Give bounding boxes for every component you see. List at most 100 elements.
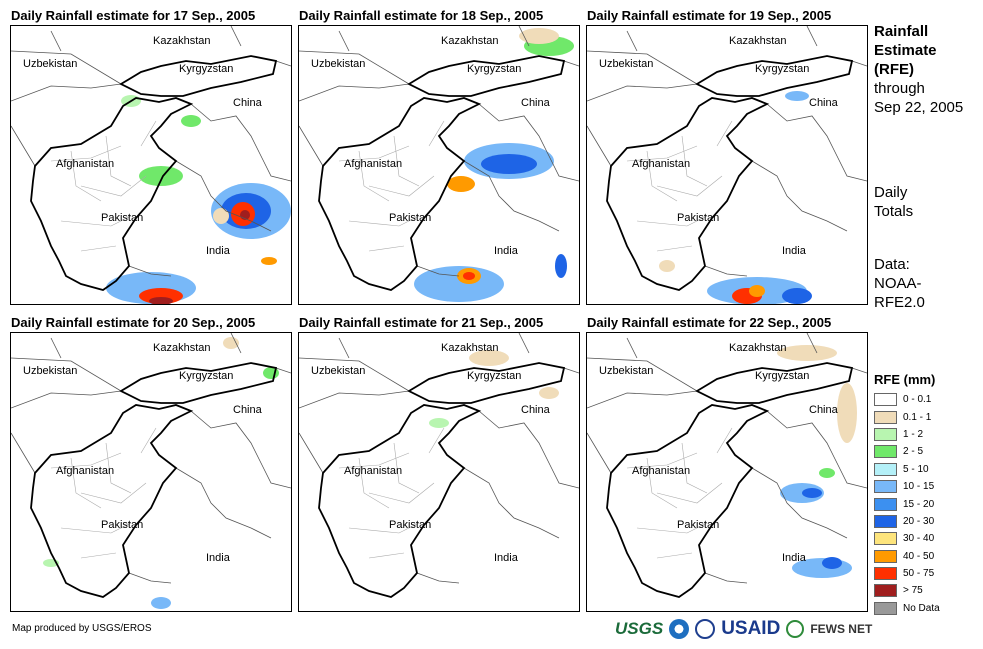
legend-label: 20 - 30 — [903, 515, 935, 527]
dhs-seal-icon — [695, 619, 716, 639]
legend-swatch — [874, 427, 897, 441]
country-label-uzbekistan: Uzbekistan — [23, 365, 77, 377]
legend-item: 15 - 20 — [874, 495, 940, 512]
country-label-india: India — [782, 245, 807, 257]
rainfall-area — [469, 350, 509, 366]
country-label-kyrgyzstan: Kyrgyzstan — [179, 63, 233, 75]
legend-item: 0.1 - 1 — [874, 408, 940, 425]
legend-item: 2 - 5 — [874, 443, 940, 460]
border-line — [299, 333, 579, 584]
country-label-pakistan: Pakistan — [101, 212, 143, 224]
usgs-logo: USGS — [615, 619, 664, 638]
rainfall-area — [519, 28, 559, 44]
data-source-note: Data: NOAA- RFE2.0 — [874, 255, 925, 312]
logos: USGS USAID FEWS NET — [615, 618, 872, 640]
border-line — [606, 362, 854, 598]
legend-label: 15 - 20 — [903, 498, 935, 510]
country-label-pakistan: Pakistan — [677, 212, 719, 224]
rainfall-area — [139, 166, 183, 186]
legend-swatch — [874, 549, 897, 563]
border-line — [318, 362, 566, 598]
legend-label: 1 - 2 — [903, 428, 924, 440]
panel-title: Daily Rainfall estimate for 17 Sep., 200… — [11, 8, 256, 23]
border-line — [587, 26, 867, 277]
panel-title: Daily Rainfall estimate for 21 Sep., 200… — [299, 315, 544, 330]
rainfall-area — [223, 337, 239, 349]
legend-label: 40 - 50 — [903, 550, 935, 562]
legend-swatch — [874, 445, 897, 459]
source-line: NOAA- — [874, 275, 922, 292]
country-label-china: China — [233, 404, 263, 416]
heading-line: Rainfall — [874, 23, 929, 40]
country-label-china: China — [809, 97, 839, 109]
rainfall-area — [261, 257, 277, 265]
legend-swatch — [874, 497, 897, 511]
rainfall-area — [802, 488, 822, 498]
rainfall-area — [785, 91, 809, 101]
country-label-kazakhstan: Kazakhstan — [729, 342, 786, 354]
border-line — [318, 55, 566, 291]
rainfall-area — [463, 272, 475, 280]
country-label-pakistan: Pakistan — [389, 519, 431, 531]
border-line — [626, 427, 733, 559]
country-label-india: India — [206, 552, 231, 564]
panel-title: Daily Rainfall estimate for 19 Sep., 200… — [587, 8, 832, 23]
map-svg: Kazakhstan Uzbekistan Kyrgyzstan China Afgha… — [587, 333, 867, 598]
rainfall-area — [429, 418, 449, 428]
rainfall-area — [659, 260, 675, 272]
rainfall-area — [481, 154, 537, 174]
fews-net-logo: FEWS NET — [810, 622, 873, 636]
rainfall-area — [414, 266, 504, 302]
country-label-kazakhstan: Kazakhstan — [441, 35, 498, 47]
country-label-india: India — [206, 245, 231, 257]
map-svg: Kazakhstan Uzbekistan Kyrgyzstan China Afgha… — [11, 333, 291, 609]
legend-swatch — [874, 514, 897, 528]
rainfall-area — [213, 208, 229, 224]
source-line: RFE2.0 — [874, 294, 925, 311]
border-line — [338, 120, 445, 252]
legend-item: 20 - 30 — [874, 513, 940, 530]
heading-line: Estimate — [874, 42, 937, 59]
country-label-pakistan: Pakistan — [389, 212, 431, 224]
map-svg: Kazakhstan Uzbekistan Kyrgyzstan China Afgha… — [587, 26, 867, 304]
legend-label: 5 - 10 — [903, 463, 929, 475]
country-label-kyrgyzstan: Kyrgyzstan — [755, 370, 809, 382]
totals-note: Daily Totals — [874, 183, 913, 221]
border-line — [626, 120, 733, 252]
map-svg: Kazakhstan Uzbekistan Kyrgyzstan China Afgha… — [11, 26, 291, 304]
legend-swatch — [874, 393, 897, 407]
country-label-kyrgyzstan: Kyrgyzstan — [467, 370, 521, 382]
legend-swatch — [874, 532, 897, 546]
rainfall-area — [819, 468, 835, 478]
heading-date: Sep 22, 2005 — [874, 99, 964, 116]
legend-item: 5 - 10 — [874, 461, 940, 478]
legend-label: 0.1 - 1 — [903, 411, 932, 423]
country-label-afghanistan: Afghanistan — [632, 158, 690, 170]
legend-label: 10 - 15 — [903, 481, 935, 493]
rainfall-map-panel: Kazakhstan Uzbekistan Kyrgyzstan China Afgha… — [586, 332, 868, 612]
country-label-uzbekistan: Uzbekistan — [599, 58, 653, 70]
rainfall-area — [149, 297, 173, 304]
border-line — [606, 55, 854, 291]
legend-label: No Data — [903, 602, 940, 614]
country-label-afghanistan: Afghanistan — [632, 465, 690, 477]
country-label-afghanistan: Afghanistan — [56, 465, 114, 477]
country-label-pakistan: Pakistan — [101, 519, 143, 531]
rainfall-area — [555, 254, 567, 278]
country-label-china: China — [521, 97, 551, 109]
legend-swatch — [874, 410, 897, 424]
country-label-india: India — [494, 552, 519, 564]
border-line — [338, 427, 445, 559]
country-label-uzbekistan: Uzbekistan — [311, 365, 365, 377]
legend-item: > 75 — [874, 582, 940, 599]
legend-item: 40 - 50 — [874, 548, 940, 565]
country-label-afghanistan: Afghanistan — [344, 158, 402, 170]
noaa-logo-icon — [669, 619, 690, 639]
legend-item: 0 - 0.1 — [874, 391, 940, 408]
border-line — [30, 362, 278, 598]
border-line — [299, 26, 579, 277]
figure-heading: Rainfall Estimate (RFE) through Sep 22, … — [874, 22, 963, 117]
rainfall-map-panel: Kazakhstan Uzbekistan Kyrgyzstan China Afgha… — [586, 25, 868, 305]
totals-line: Daily — [874, 184, 908, 201]
border-line — [50, 120, 157, 252]
